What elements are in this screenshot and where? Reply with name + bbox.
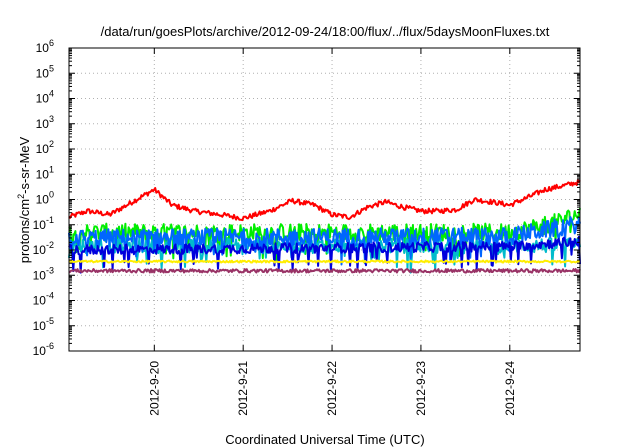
y-tick-label-exponent: -2: [46, 240, 54, 250]
y-tick-label-exponent: 0: [49, 190, 54, 200]
y-tick-label-base: 10: [33, 218, 47, 232]
y-tick-label: 106: [36, 38, 54, 55]
x-tick-label: 2012-9-23: [414, 361, 428, 416]
y-tick-label-exponent: 4: [49, 89, 54, 99]
y-tick-label-base: 10: [36, 66, 50, 80]
axis-ticks: 10-610-510-410-310-210-11001011021031041…: [33, 38, 580, 416]
y-tick-label-base: 10: [36, 92, 50, 106]
y-tick-label-exponent: -1: [46, 215, 54, 225]
y-tick-label-exponent: 6: [49, 38, 54, 48]
y-tick-label-base: 10: [36, 117, 50, 131]
chart-title: /data/run/goesPlots/archive/2012-09-24/1…: [101, 24, 550, 39]
y-tick-label-base: 10: [33, 294, 47, 308]
series-lines: [68, 179, 581, 274]
x-tick-label: 2012-9-22: [325, 361, 339, 416]
y-axis-label-sup: 2: [16, 194, 26, 199]
y-tick-label: 10-3: [33, 265, 54, 282]
y-tick-label: 100: [36, 190, 54, 207]
y-axis-label: protons/cm2-s-sr-MeV: [16, 136, 32, 263]
y-tick-label: 105: [36, 63, 54, 80]
grid: [69, 48, 580, 351]
y-tick-label-exponent: -4: [46, 291, 54, 301]
x-tick-label: 2012-9-21: [236, 361, 250, 416]
y-tick-label-base: 10: [33, 319, 47, 333]
y-tick-label-base: 10: [33, 243, 47, 257]
y-tick-label-base: 10: [36, 167, 50, 181]
y-axis-label-rest: -s-sr-MeV: [17, 136, 32, 193]
y-tick-label-exponent: 2: [49, 139, 54, 149]
y-tick-label: 101: [36, 164, 54, 181]
y-tick-label-base: 10: [36, 193, 50, 207]
series-line: [68, 179, 581, 222]
y-tick-label-exponent: -6: [46, 341, 54, 351]
y-tick-label-exponent: 1: [49, 164, 54, 174]
y-tick-label-base: 10: [36, 142, 50, 156]
y-tick-label: 10-2: [33, 240, 54, 257]
y-tick-label-base: 10: [33, 344, 47, 358]
x-tick-label: 2012-9-20: [147, 361, 161, 416]
y-tick-label: 10-5: [33, 316, 54, 333]
y-tick-label-base: 10: [33, 268, 47, 282]
y-tick-label: 102: [36, 139, 54, 156]
series-line: [68, 268, 581, 274]
series-line: [68, 235, 581, 274]
y-tick-label: 10-6: [33, 341, 54, 358]
x-axis-label: Coordinated Universal Time (UTC): [225, 432, 424, 447]
y-tick-label: 10-1: [33, 215, 54, 232]
y-axis-label-base: protons/cm: [17, 199, 32, 263]
y-tick-label-base: 10: [36, 41, 50, 55]
y-tick-label-exponent: 3: [49, 114, 54, 124]
y-tick-label: 103: [36, 114, 54, 131]
y-tick-label-exponent: -5: [46, 316, 54, 326]
y-tick-label: 10-4: [33, 291, 54, 308]
x-tick-label: 2012-9-24: [503, 361, 517, 416]
y-tick-label-exponent: 5: [49, 63, 54, 73]
y-tick-label: 104: [36, 89, 54, 106]
y-tick-label-exponent: -3: [46, 265, 54, 275]
series-line: [68, 259, 581, 264]
